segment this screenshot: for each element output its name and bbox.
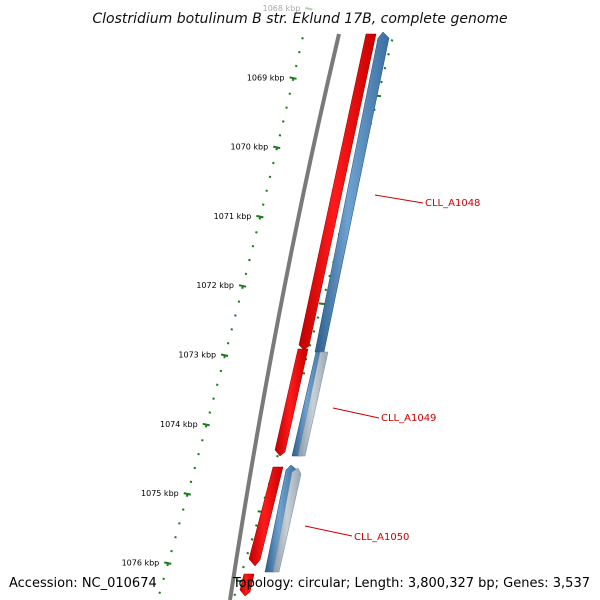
minor-tick	[215, 383, 219, 387]
minor-tick	[208, 411, 212, 414]
gene-arrow-forward-3	[248, 466, 284, 567]
minor-tick	[285, 106, 288, 109]
minor-tick-right	[233, 593, 237, 597]
minor-tick	[241, 286, 244, 290]
minor-tick	[185, 494, 189, 497]
minor-tick	[197, 452, 200, 456]
tick-label: 1070 kbp	[231, 143, 269, 152]
footer-summary-backing	[258, 574, 594, 592]
minor-tick	[265, 189, 268, 193]
tick-label: 1074 kbp	[160, 420, 198, 429]
minor-tick	[226, 341, 230, 345]
minor-tick	[201, 438, 204, 442]
minor-tick-right	[255, 524, 258, 527]
forward-strand-track	[239, 33, 377, 597]
gene-arrow-forward-2	[274, 348, 309, 457]
reverse-strand-track	[264, 31, 390, 573]
minor-tick-right	[276, 454, 279, 458]
tick-label: 1075 kbp	[141, 489, 179, 498]
minor-tick	[223, 355, 226, 359]
gene-arrow-forward-1	[298, 33, 377, 351]
minor-tick	[294, 64, 298, 68]
tick-label: 1073 kbp	[178, 351, 216, 360]
minor-tick-right	[235, 579, 243, 583]
minor-tick-right	[380, 80, 383, 84]
major-tick	[220, 353, 229, 357]
tick-scale: 1068 kbp 1069 kbp 1070 kbp 1071 kbp 1072 kbp…	[122, 4, 394, 597]
gene-leader-line	[304, 525, 353, 537]
minor-tick-right	[246, 551, 250, 555]
minor-tick-right	[318, 302, 326, 306]
minor-tick	[288, 92, 292, 95]
minor-tick	[275, 147, 278, 151]
minor-tick-right	[390, 39, 394, 42]
minor-tick-right	[324, 288, 328, 292]
tick-label: 1071 kbp	[214, 212, 252, 221]
minor-tick	[204, 425, 208, 428]
minor-tick-right	[387, 52, 390, 56]
major-tick	[273, 145, 281, 150]
minor-tick	[181, 508, 185, 511]
minor-tick	[237, 300, 241, 303]
minor-tick	[291, 78, 295, 82]
major-tick	[183, 492, 191, 496]
minor-tick	[248, 258, 251, 262]
major-tick	[238, 284, 247, 288]
minor-tick-right	[250, 538, 254, 541]
gene-labels: CLL_A1048 CLL_A1049 CLL_A1050	[304, 194, 480, 543]
tick-label: 1076 kbp	[122, 558, 160, 567]
map-title: Clostridium botulinum B str. Eklund 17B,…	[92, 11, 507, 27]
minor-tick	[281, 120, 285, 123]
minor-tick	[174, 536, 177, 539]
tick-label: 1069 kbp	[247, 73, 285, 82]
minor-tick-right	[316, 316, 320, 319]
minor-tick	[178, 522, 181, 525]
minor-tick	[272, 161, 275, 165]
major-tick	[305, 7, 313, 11]
minor-tick-right	[383, 66, 387, 70]
minor-tick	[301, 37, 304, 40]
major-tick	[202, 422, 210, 427]
minor-tick	[166, 563, 169, 567]
minor-tick-right	[312, 330, 316, 333]
major-tick	[289, 76, 297, 80]
gene-arrow-forward-4	[239, 573, 255, 597]
minor-tick	[170, 549, 173, 553]
minor-tick	[244, 272, 248, 276]
gene-label-cll-a1050: CLL_A1050	[354, 532, 409, 543]
minor-tick	[268, 175, 272, 179]
gene-arrow-reverse-2b	[297, 351, 329, 457]
major-tick	[164, 561, 172, 565]
minor-tick	[261, 203, 265, 206]
tick-label: 1068 kbp	[263, 4, 301, 13]
minor-tick	[234, 314, 237, 317]
minor-tick	[298, 50, 301, 54]
genome-backbone-arc	[228, 33, 341, 600]
minor-tick	[255, 231, 258, 234]
minor-tick-right	[242, 565, 245, 569]
gene-label-cll-a1049: CLL_A1049	[381, 413, 436, 424]
minor-tick	[258, 217, 262, 220]
gene-leader-line	[332, 407, 380, 419]
gene-label-cll-a1048: CLL_A1048	[425, 198, 480, 209]
gene-arrow-reverse-3b	[272, 467, 302, 573]
minor-tick	[158, 591, 161, 594]
major-tick	[256, 214, 264, 219]
minor-tick	[212, 397, 215, 400]
minor-tick	[230, 328, 234, 331]
gene-arrow-reverse-1	[314, 31, 390, 353]
minor-tick	[189, 480, 193, 484]
minor-tick	[162, 577, 165, 581]
minor-tick	[219, 369, 223, 373]
minor-tick	[193, 466, 197, 470]
gene-leader-line	[374, 194, 424, 204]
tick-label: 1072 kbp	[196, 281, 234, 290]
minor-tick	[278, 134, 282, 137]
accession-text: Accession: NC_010674	[9, 576, 157, 591]
footer-accession-backing	[6, 574, 156, 592]
minor-tick	[251, 244, 255, 248]
topology-summary-text: Topology: circular; Length: 3,800,327 bp…	[232, 576, 590, 591]
